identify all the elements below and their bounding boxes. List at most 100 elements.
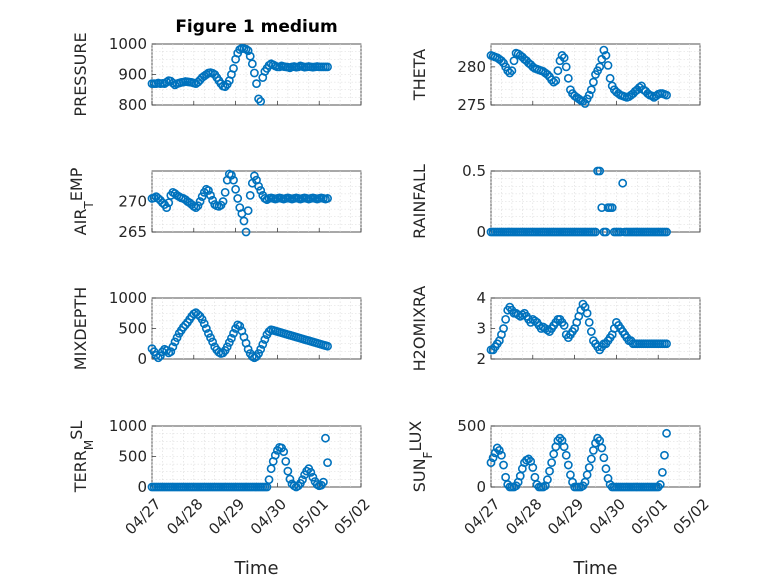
data-point (235, 321, 245, 331)
data-point (543, 325, 552, 335)
data-point (497, 450, 506, 460)
data-point (597, 203, 607, 212)
data-point (243, 344, 253, 354)
data-point (323, 458, 332, 467)
data-point (559, 53, 569, 63)
y-tick-label: 4 (476, 289, 486, 307)
data-point (241, 227, 251, 237)
data-point (204, 186, 213, 195)
data-point (227, 333, 236, 343)
y-axis-label: AIRTEMP (67, 167, 96, 235)
data-point (662, 428, 671, 438)
data-point (545, 466, 554, 476)
data-point (206, 333, 215, 343)
y-axis-label: H2OMIXRA (410, 286, 429, 372)
data-point (168, 78, 178, 88)
data-point (492, 443, 502, 453)
data-point (486, 458, 496, 467)
data-point (591, 227, 600, 237)
data-point (586, 454, 596, 464)
data-point (586, 327, 596, 336)
y-tick-label: 280 (457, 58, 486, 76)
data-point (547, 458, 557, 467)
y-tick-label: 0 (137, 350, 147, 368)
data-point (162, 77, 172, 87)
data-point (559, 442, 569, 452)
data-point (191, 203, 201, 212)
y-tick-label: 500 (118, 448, 147, 466)
data-point (224, 338, 234, 347)
data-point (595, 62, 605, 72)
data-point (589, 77, 598, 87)
data-point (250, 171, 259, 181)
subplot-mixdepth: 0 500 1000 MIXDEPTH (71, 287, 362, 370)
data-point (653, 482, 663, 492)
y-tick-label: 0 (476, 478, 486, 496)
data-point (264, 327, 274, 336)
data-point (254, 181, 263, 191)
data-point (547, 75, 557, 85)
data-point (260, 335, 270, 344)
data-point (193, 201, 203, 211)
subplot-rainfall: 0 0.5 RAINFALL (410, 162, 701, 241)
data-point (601, 227, 611, 237)
data-point (323, 341, 332, 351)
figure-title: Figure 1 medium (175, 17, 337, 37)
data-point (501, 314, 511, 324)
data-point (199, 319, 209, 329)
data-point (509, 56, 519, 66)
data-point (549, 77, 559, 87)
y-axis-label: TERRMSL (67, 421, 96, 494)
data-point (503, 66, 513, 76)
y-tick-label: 500 (457, 417, 486, 435)
data-point (279, 447, 289, 457)
data-point (283, 466, 293, 476)
data-point (293, 481, 303, 491)
data-point (543, 70, 552, 79)
data-point (499, 324, 508, 333)
data-point (243, 206, 253, 216)
data-point (245, 190, 255, 200)
data-point (607, 203, 617, 212)
data-point (229, 328, 238, 338)
data-point (229, 175, 238, 185)
data-point (172, 333, 182, 343)
data-point (524, 454, 534, 464)
data-point (247, 59, 257, 69)
y-axis-label: PRESSURE (71, 32, 90, 116)
data-point (662, 90, 671, 100)
data-point (662, 227, 671, 237)
subplot-air_temp: 265 270 AIRTEMP (67, 167, 362, 241)
data-point (264, 60, 274, 70)
data-point (599, 45, 609, 55)
data-point (660, 450, 669, 460)
data-point (323, 194, 332, 203)
subplot-pressure: 800 900 1000 PRESSURE Figure 1 medium (71, 17, 362, 117)
data-point (601, 464, 611, 474)
data-point (155, 351, 165, 361)
data-point (206, 190, 215, 200)
axes-frame (151, 43, 362, 106)
data-point (597, 443, 607, 453)
data-point (254, 94, 263, 104)
data-point (601, 51, 611, 60)
data-point (258, 339, 268, 349)
data-point (306, 467, 316, 477)
y-tick-label: 3 (476, 320, 486, 338)
data-point (595, 166, 605, 176)
y-tick-label: 0 (137, 478, 147, 496)
data-point (227, 170, 236, 180)
data-point (166, 347, 176, 357)
data-point (170, 337, 180, 347)
subplot-h2omixra: 2 3 4 H2OMIXRA (410, 286, 701, 372)
data-point (256, 186, 266, 195)
y-tick-label: 0 (476, 223, 486, 241)
data-point (245, 51, 255, 61)
data-point (252, 79, 261, 89)
data-point (561, 62, 571, 72)
data-point (233, 194, 243, 203)
data-point (582, 308, 592, 318)
data-point (254, 349, 263, 358)
x-axis-label: Time (233, 558, 278, 579)
